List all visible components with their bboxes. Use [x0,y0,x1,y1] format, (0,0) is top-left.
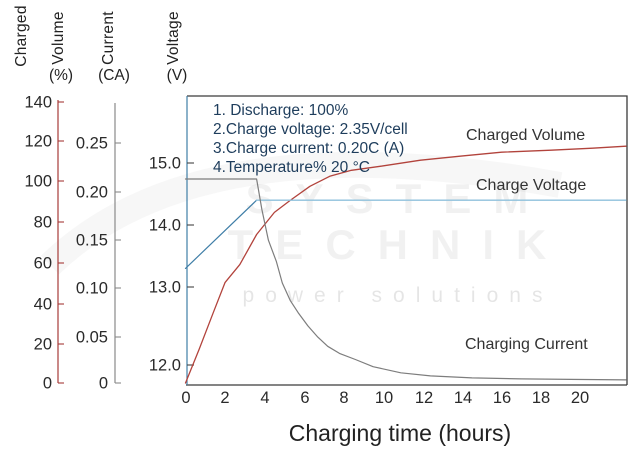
curve-charge-voltage-rise [184,199,258,269]
charging-current-curve-label: Charging Current [465,336,588,353]
x-tick-label: 16 [493,389,511,407]
current-tick-label: 0.05 [76,329,108,347]
x-tick-label: 2 [220,389,229,407]
condition-line-4: 4.Temperature% 20 °C [213,159,370,176]
volume-tick-label: 60 [34,255,52,273]
charged-volume-curve-label: Charged Volume [466,127,586,144]
volume-axis-unit: (%) [48,67,74,84]
condition-line-2: 2.Charge voltage: 2.35V/cell [213,121,408,138]
current-tick-label: 0.20 [76,184,108,202]
current-tick-label: 0 [99,375,108,393]
charge-voltage-curve-label: Charge Voltage [476,177,587,194]
volume-tick-label: 20 [34,336,52,354]
volume-tick-label: 40 [34,296,52,314]
current-tick-label: 0.10 [76,280,108,298]
x-tick-label: 8 [339,389,348,407]
voltage-tick-label: 12.0 [149,357,181,375]
volume-tick-label: 120 [24,133,52,151]
x-tick-label: 18 [532,389,550,407]
x-tick-label: 0 [181,389,190,407]
condition-line-1: 1. Discharge: 100% [213,102,349,119]
volume-tick-label: 80 [34,214,52,232]
x-tick-label: 6 [300,389,309,407]
condition-line-3: 3.Charge current: 0.20C (A) [213,140,405,157]
curve-charged-volume [184,145,627,384]
voltage-tick-label: 13.0 [149,279,181,297]
x-tick-label: 10 [375,389,393,407]
x-tick-label: 14 [454,389,472,407]
x-tick-label: 12 [415,389,433,407]
volume-tick-label: 0 [43,375,52,393]
x-tick-label: 4 [260,389,269,407]
voltage-axis-unit: (V) [166,67,188,84]
current-tick-label: 0.25 [76,135,108,153]
plot-box [186,95,628,386]
x-axis-label: Charging time (hours) [288,420,512,446]
current-axis-unit: (CA) [98,67,130,84]
volume-tick-label: 100 [24,173,52,191]
volume-tick-label: 140 [24,94,52,112]
test-conditions: 1. Discharge: 100% 2.Charge voltage: 2.3… [213,101,408,177]
voltage-tick-label: 14.0 [149,217,181,235]
voltage-tick-label: 15.0 [149,155,181,173]
curve-charging-current [184,178,627,381]
current-tick-label: 0.15 [76,232,108,250]
x-tick-label: 20 [571,389,589,407]
